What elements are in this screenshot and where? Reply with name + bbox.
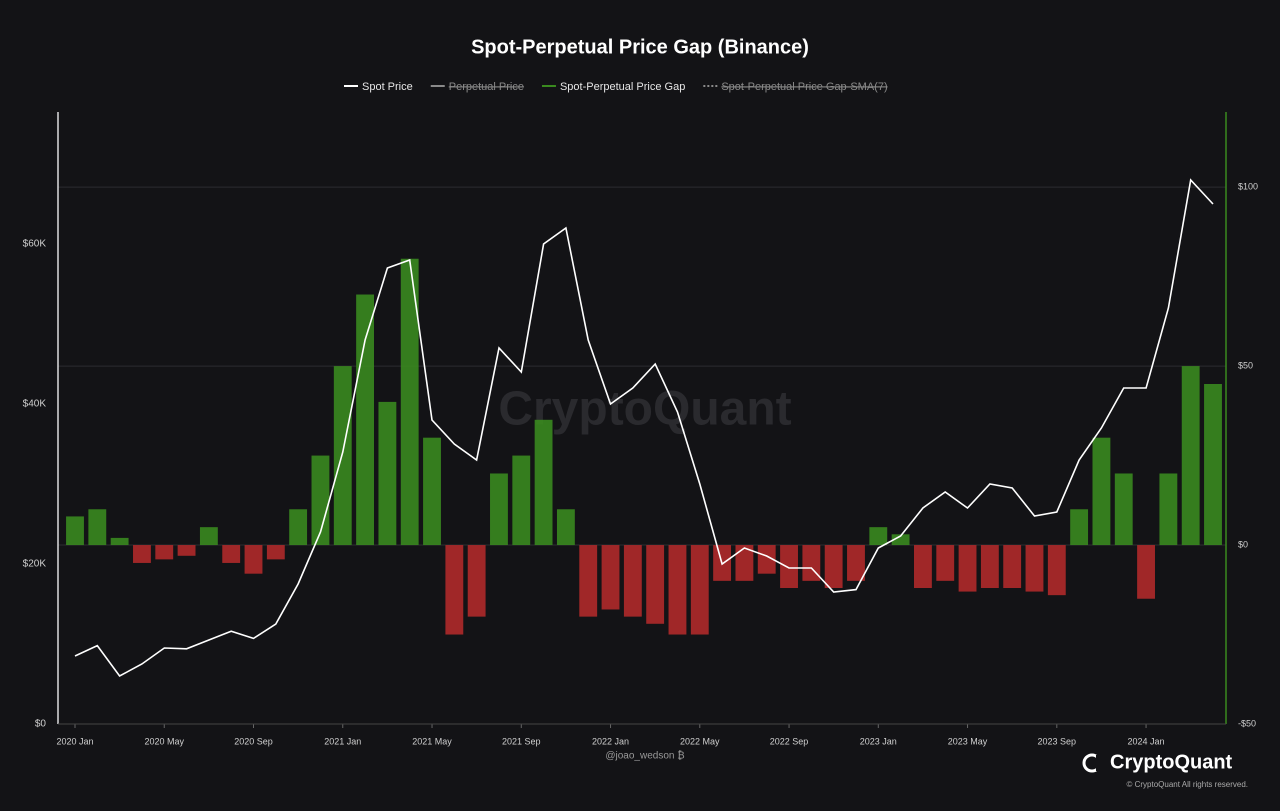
copyright: © CryptoQuant All rights reserved. (1127, 780, 1249, 789)
gap-bar (824, 545, 843, 588)
gap-bar (1070, 509, 1089, 546)
gap-bar (913, 545, 932, 588)
gap-bar (467, 545, 486, 617)
y-tick-label: $20K (23, 559, 47, 570)
gap-bar (757, 545, 776, 574)
x-tick-label: 2022 Sep (770, 736, 809, 746)
x-tick-label: 2022 Jan (592, 736, 629, 746)
gap-bar (1047, 545, 1066, 596)
y2-tick-label: $0 (1238, 539, 1248, 549)
gap-bar (1025, 545, 1044, 592)
gap-bar (378, 401, 397, 546)
gap-bar (1114, 473, 1133, 546)
legend: Spot Price Perpetual Price Spot-Perpetual … (344, 81, 888, 93)
gap-bar (623, 545, 642, 617)
gap-bar (1159, 473, 1178, 546)
gap-bar (266, 545, 285, 560)
brand: CryptoQuant (1110, 751, 1233, 773)
gap-bar (222, 545, 241, 563)
gap-bar (400, 258, 419, 546)
gap-bar (199, 527, 218, 546)
gap-bar (534, 419, 553, 546)
gap-bar (1204, 384, 1222, 546)
gap-bar (66, 516, 84, 546)
spot-line (74, 178, 1214, 678)
gap-bar (668, 545, 687, 635)
gap-bar (646, 545, 665, 624)
gap-bar (891, 534, 910, 546)
x-tick-label: 2021 May (412, 736, 452, 746)
gap-bar (1137, 545, 1155, 599)
y2-tick-label: -$50 (1238, 718, 1256, 728)
gap-bar (869, 527, 888, 546)
x-tick-label: 2020 May (144, 736, 184, 746)
y2-tick-label: $50 (1238, 360, 1253, 370)
gap-bar (244, 545, 263, 574)
gap-bar (690, 545, 709, 635)
gap-bar (423, 437, 441, 546)
gap-bar (980, 545, 999, 588)
x-tick-label: 2023 Sep (1038, 736, 1077, 746)
y-tick-label: $0 (35, 719, 47, 730)
legend-label: Spot-Perpetual Price Gap-SMA(7) (721, 81, 887, 93)
gap-bar (1181, 366, 1200, 546)
x-tick-label: 2021 Jan (324, 736, 361, 746)
legend-label: Perpetual Price (449, 81, 524, 93)
gap-bar (780, 545, 798, 588)
gap-bar (311, 455, 330, 546)
y-tick-label: $40K (23, 399, 47, 410)
x-tick-label: 2020 Jan (56, 736, 93, 746)
gap-bar (289, 509, 308, 546)
gap-bar (512, 455, 531, 546)
gap-bar (333, 366, 352, 546)
x-tick-label: 2024 Jan (1128, 736, 1165, 746)
gap-bar (155, 545, 174, 560)
y-tick-label: $60K (23, 239, 47, 250)
gap-bar (847, 545, 865, 581)
x-tick-label: 2021 Sep (502, 736, 541, 746)
gap-bar (445, 545, 464, 635)
x-tick-label: 2023 Jan (860, 736, 897, 746)
gap-bar (110, 537, 129, 546)
legend-label: Spot-Perpetual Price Gap (560, 81, 685, 93)
x-tick-label: 2023 May (948, 736, 988, 746)
gap-bar (601, 545, 620, 610)
gap-bar (1092, 437, 1111, 546)
y2-tick-label: $100 (1238, 182, 1258, 192)
gap-bar (735, 545, 754, 581)
gap-bar (556, 509, 575, 546)
gap-bar (936, 545, 955, 581)
gap-bar (356, 294, 375, 546)
author: @joao_wedson ₿ (605, 750, 684, 762)
gap-bar (490, 473, 508, 546)
gap-bar (579, 545, 598, 617)
gap-bar (1003, 545, 1022, 588)
x-tick-label: 2020 Sep (234, 736, 273, 746)
gap-bar (88, 509, 107, 546)
brand-logo: CryptoQuant (1082, 751, 1233, 773)
x-tick-label: 2022 May (680, 736, 720, 746)
legend-label: Spot Price (362, 81, 413, 93)
gap-bar (958, 545, 977, 592)
chart-title: Spot-Perpetual Price Gap (Binance) (471, 36, 809, 58)
gap-bar (133, 545, 151, 563)
gap-bar (177, 545, 196, 556)
